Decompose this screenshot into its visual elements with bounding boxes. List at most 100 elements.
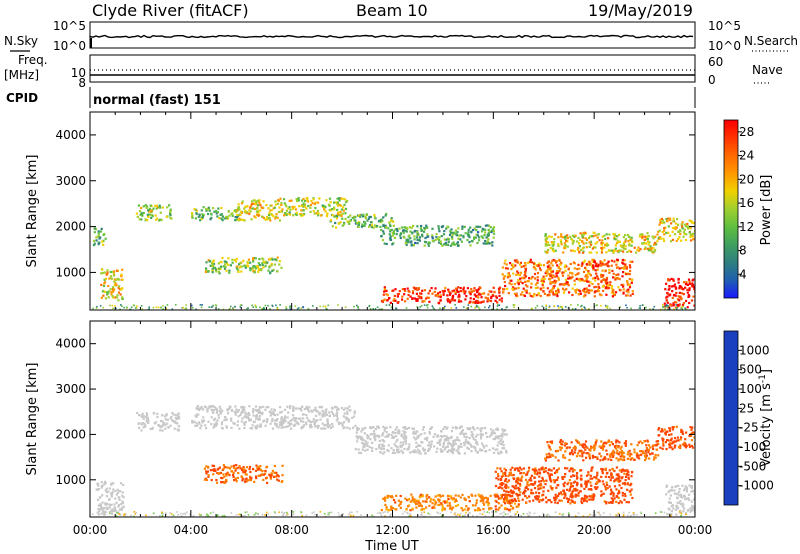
velocity-cell: [617, 459, 620, 462]
power-baseline-cell: [217, 308, 220, 310]
power-cell: [300, 199, 304, 202]
power-cell: [194, 217, 197, 220]
power-cell: [488, 290, 491, 293]
power-baseline-cell: [426, 306, 429, 309]
power-cell: [420, 297, 423, 300]
velocity-cell: [254, 409, 258, 412]
velocity-cell: [615, 473, 618, 476]
power-cell: [394, 299, 397, 302]
velocity-cell: [680, 436, 683, 439]
power-cell: [437, 227, 440, 230]
velocity-cell: [454, 439, 457, 442]
power-cell: [502, 288, 505, 291]
power-cell: [430, 287, 433, 290]
velocity-cell: [276, 478, 279, 481]
power-cell: [517, 283, 520, 286]
power-cell: [341, 212, 344, 215]
power-cell: [490, 295, 493, 298]
velocity-cell: [222, 473, 225, 476]
power-cell: [269, 219, 272, 222]
velocity-cell: [547, 499, 550, 502]
velocity-cell: [210, 416, 213, 419]
power-cell: [613, 238, 616, 241]
velocity-cell: [535, 469, 538, 472]
velocity-cell: [361, 427, 364, 430]
power-cell: [448, 293, 452, 296]
power-cell: [522, 265, 525, 268]
power-cell: [259, 209, 262, 212]
velocity-cell: [422, 449, 425, 452]
velocity-cell: [550, 440, 554, 443]
velocity-cell: [516, 493, 519, 497]
velocity-cell: [120, 508, 123, 511]
freq-tick-8: 8: [78, 76, 86, 90]
power-cell: [626, 283, 629, 286]
velocity-cell: [292, 408, 295, 411]
power-baseline-cell: [185, 304, 187, 306]
power-cell: [408, 234, 411, 237]
power-cell: [585, 278, 588, 281]
power-cell: [663, 239, 666, 242]
power-cell: [582, 242, 585, 245]
velocity-cell: [585, 456, 588, 459]
power-cell: [442, 293, 445, 296]
velocity-cell: [233, 479, 236, 482]
power-baseline-cell: [418, 308, 420, 310]
power-cell: [342, 223, 346, 226]
velocity-cell: [335, 413, 338, 416]
power-cell: [147, 215, 150, 218]
power-cell: [364, 215, 367, 218]
velocity-cell: [301, 405, 304, 408]
velocity-cell: [548, 445, 551, 449]
power-cell: [611, 288, 614, 291]
velocity-cell: [414, 498, 417, 501]
velocity-cell: [138, 426, 141, 429]
velocity-cell: [296, 421, 299, 424]
velocity-cell: [438, 500, 441, 503]
power-baseline-cell: [185, 307, 188, 310]
power-cell: [385, 242, 388, 246]
power-cell: [474, 236, 477, 239]
power-cell: [555, 260, 558, 263]
velocity-cell: [504, 506, 507, 510]
power-cell: [605, 293, 608, 296]
power-baseline-cell: [263, 307, 265, 309]
velocity-cell: [439, 438, 442, 441]
velocity-cell: [425, 506, 428, 509]
velocity-cell: [596, 482, 599, 485]
power-cell: [600, 294, 603, 297]
velocity-cell: [110, 482, 113, 485]
velocity-cell: [271, 420, 274, 423]
velocity-cell: [566, 488, 569, 491]
power-baseline-cell: [419, 306, 421, 308]
power-baseline-cell: [676, 306, 678, 309]
velocity-cell: [621, 450, 624, 454]
velocity-cell: [333, 414, 336, 417]
power-cell: [340, 208, 343, 211]
velocity-cell: [403, 432, 406, 435]
power-cell: [106, 291, 109, 294]
velocity-cell: [282, 422, 285, 425]
velocity-cell: [392, 436, 395, 439]
power-cell: [121, 278, 124, 281]
power-cell: [618, 240, 621, 243]
power-baseline-cell: [666, 306, 669, 308]
power-cell: [589, 274, 592, 277]
velocity-cell: [502, 482, 505, 485]
power-cell: [500, 300, 503, 303]
velocity-cell: [232, 475, 235, 478]
power-cell: [594, 276, 597, 279]
power-cell: [405, 239, 408, 242]
power-cell: [385, 289, 388, 292]
velocity-cell: [215, 481, 219, 484]
velocity-cell: [474, 494, 477, 497]
power-baseline-cell: [385, 304, 388, 306]
power-cell: [693, 304, 695, 307]
power-cell: [693, 285, 695, 289]
power-cell: [423, 228, 427, 231]
power-cell: [608, 268, 611, 272]
power-cell: [234, 260, 238, 263]
power-cell: [650, 246, 654, 249]
velocity-cell: [241, 417, 244, 420]
velocity-cell: [476, 450, 479, 454]
